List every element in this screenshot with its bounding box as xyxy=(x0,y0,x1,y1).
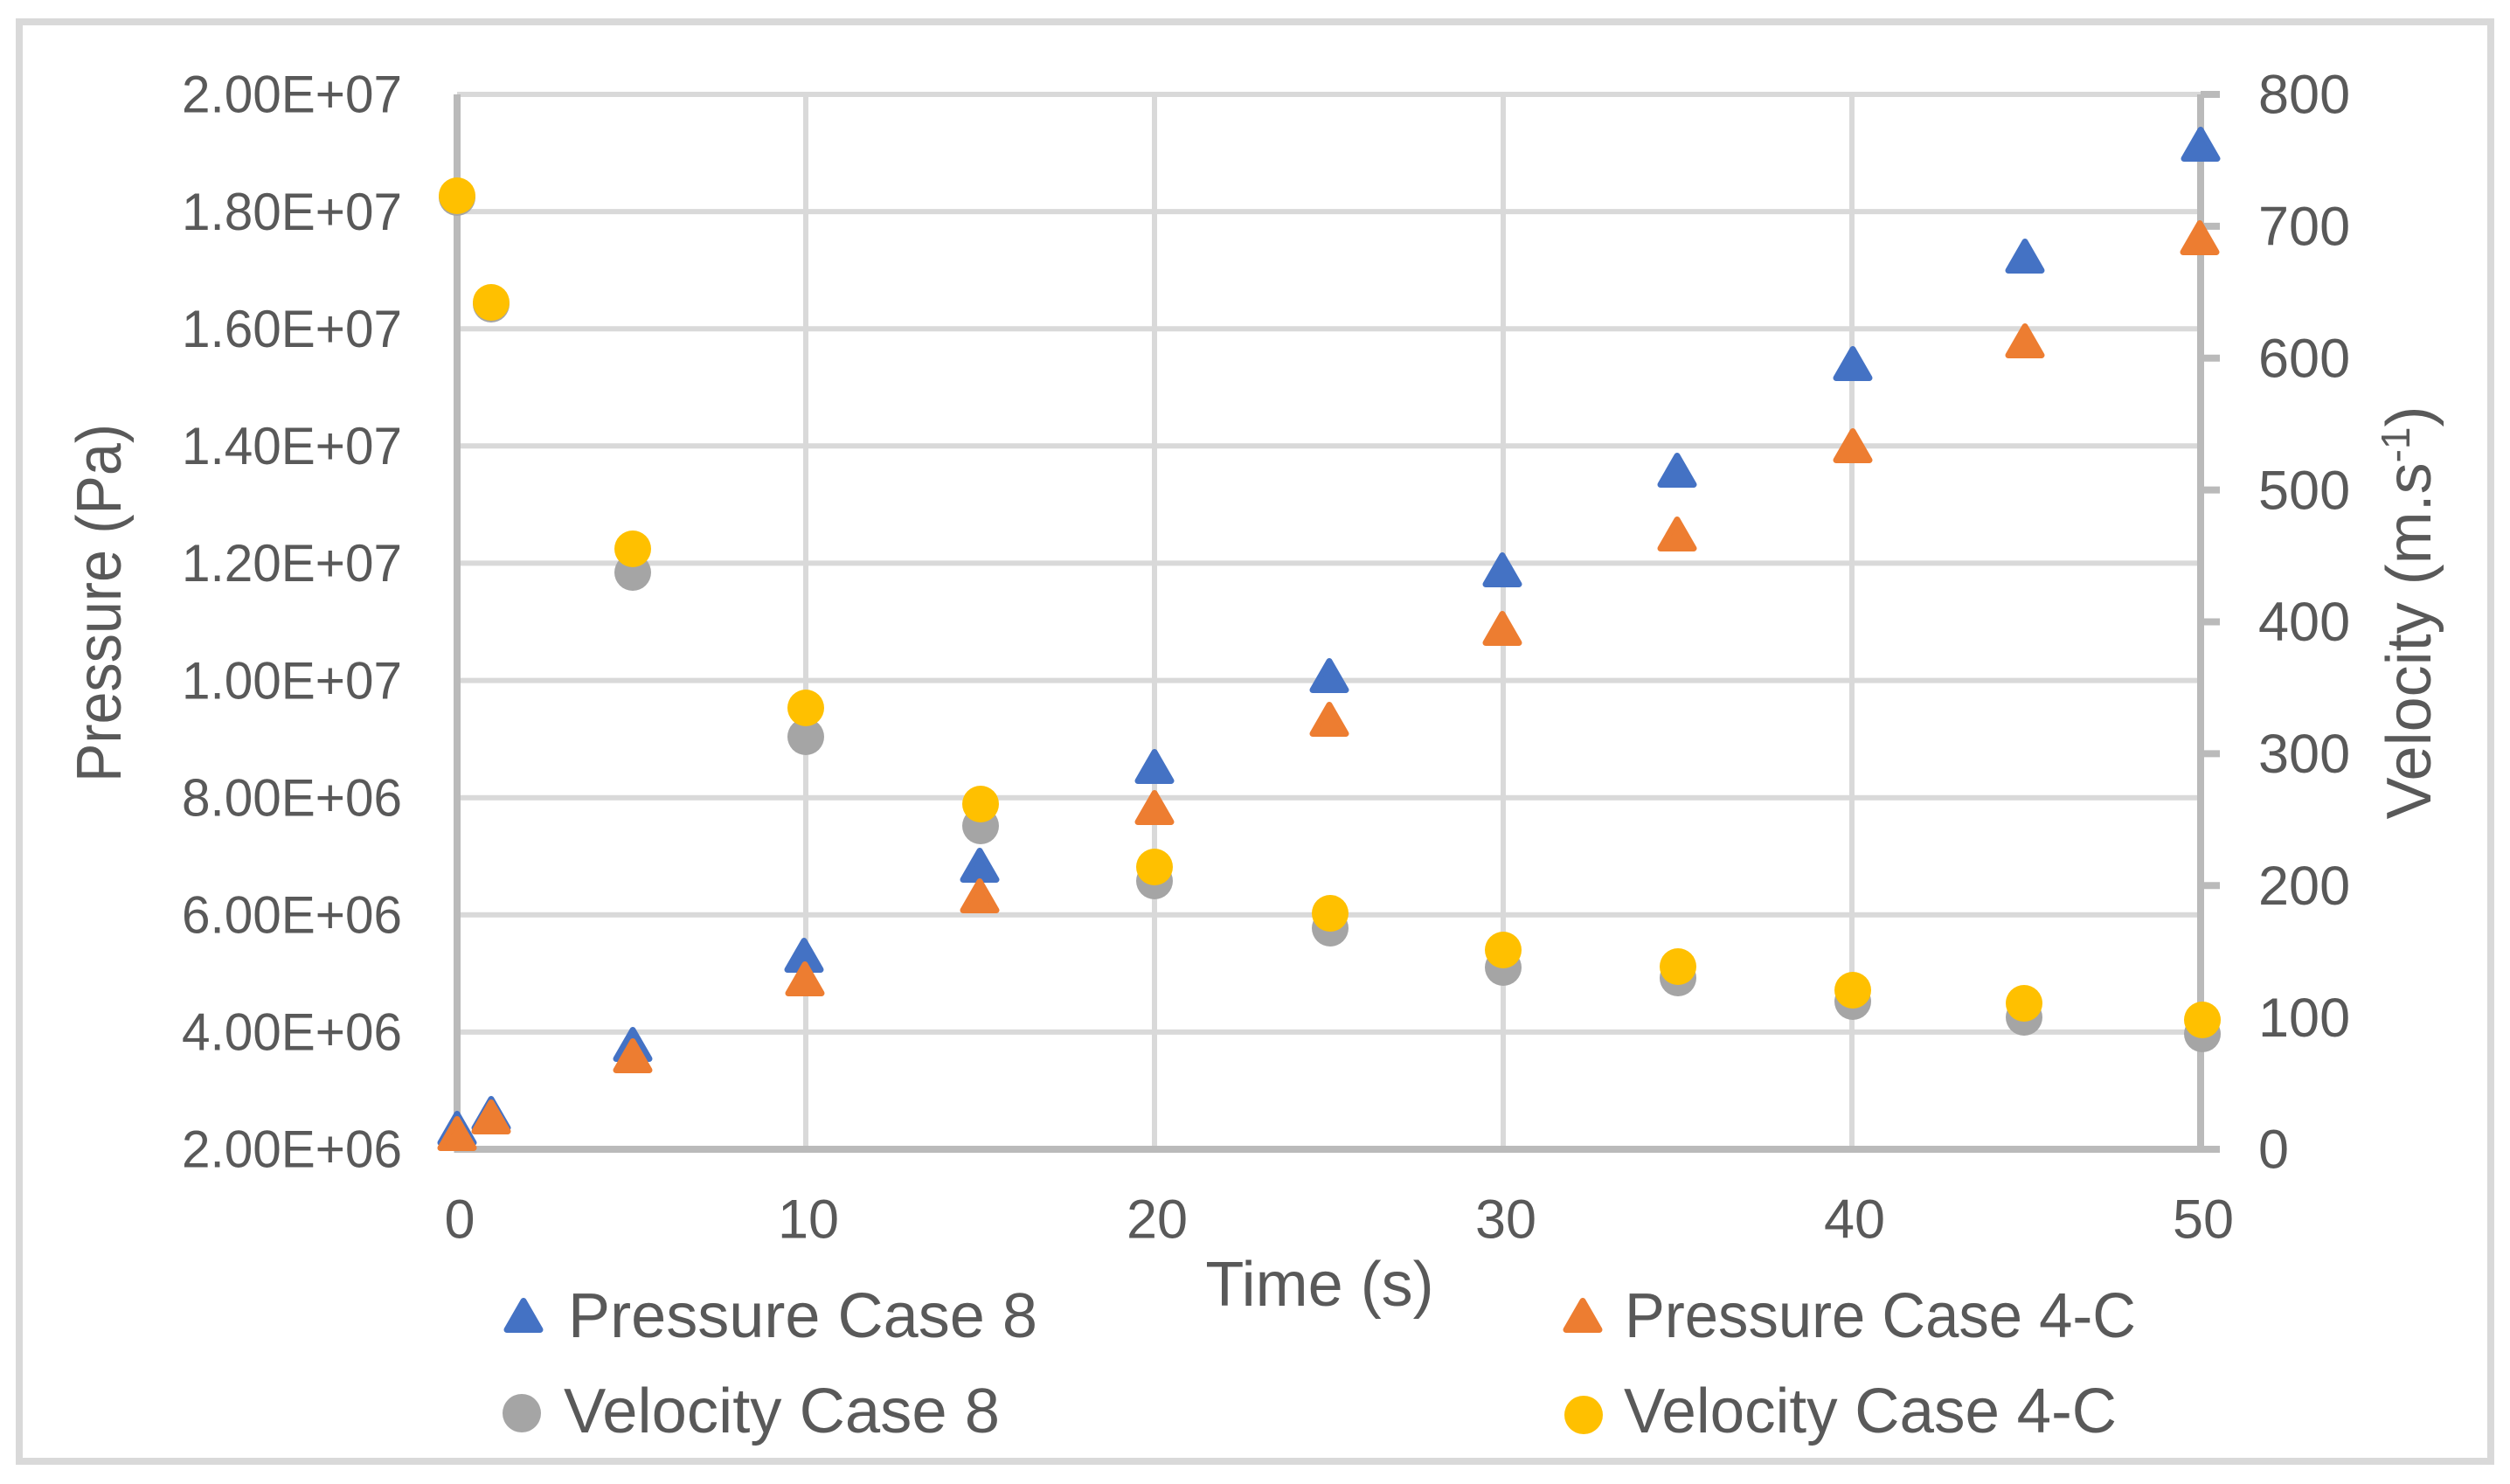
svg-text:2.00E+07: 2.00E+07 xyxy=(182,66,402,124)
svg-text:1.80E+07: 1.80E+07 xyxy=(182,183,402,241)
svg-text:1.60E+07: 1.60E+07 xyxy=(182,300,402,358)
svg-text:100: 100 xyxy=(2258,988,2350,1049)
svg-text:0: 0 xyxy=(444,1189,475,1251)
svg-text:40: 40 xyxy=(1824,1189,1885,1251)
svg-text:8.00E+06: 8.00E+06 xyxy=(182,768,402,827)
svg-text:2.00E+06: 2.00E+06 xyxy=(182,1120,402,1179)
svg-text:500: 500 xyxy=(2258,460,2350,521)
svg-text:Pressure Case 8: Pressure Case 8 xyxy=(568,1281,1037,1351)
svg-text:1.20E+07: 1.20E+07 xyxy=(182,534,402,593)
svg-text:Velocity Case 8: Velocity Case 8 xyxy=(564,1377,1000,1446)
svg-text:700: 700 xyxy=(2258,197,2350,258)
svg-text:30: 30 xyxy=(1475,1189,1536,1251)
svg-text:200: 200 xyxy=(2258,856,2350,917)
svg-text:Velocity Case 4-C: Velocity Case 4-C xyxy=(1624,1377,2117,1446)
svg-text:Velocity (m.s-1): Velocity (m.s-1) xyxy=(2373,406,2444,820)
svg-text:0: 0 xyxy=(2258,1120,2289,1181)
svg-text:6.00E+06: 6.00E+06 xyxy=(182,886,402,945)
svg-text:4.00E+06: 4.00E+06 xyxy=(182,1003,402,1062)
svg-text:20: 20 xyxy=(1127,1189,1188,1251)
svg-text:Pressure Case 4-C: Pressure Case 4-C xyxy=(1625,1281,2136,1351)
svg-text:Time (s): Time (s) xyxy=(1205,1250,1433,1320)
svg-text:400: 400 xyxy=(2258,592,2350,653)
svg-text:300: 300 xyxy=(2258,724,2350,785)
svg-text:1.00E+07: 1.00E+07 xyxy=(182,651,402,710)
svg-text:1.40E+07: 1.40E+07 xyxy=(182,417,402,475)
svg-text:Pressure (Pa): Pressure (Pa) xyxy=(65,424,135,782)
svg-text:50: 50 xyxy=(2173,1189,2234,1251)
svg-text:10: 10 xyxy=(778,1189,839,1251)
svg-text:800: 800 xyxy=(2258,65,2350,126)
svg-text:600: 600 xyxy=(2258,329,2350,390)
